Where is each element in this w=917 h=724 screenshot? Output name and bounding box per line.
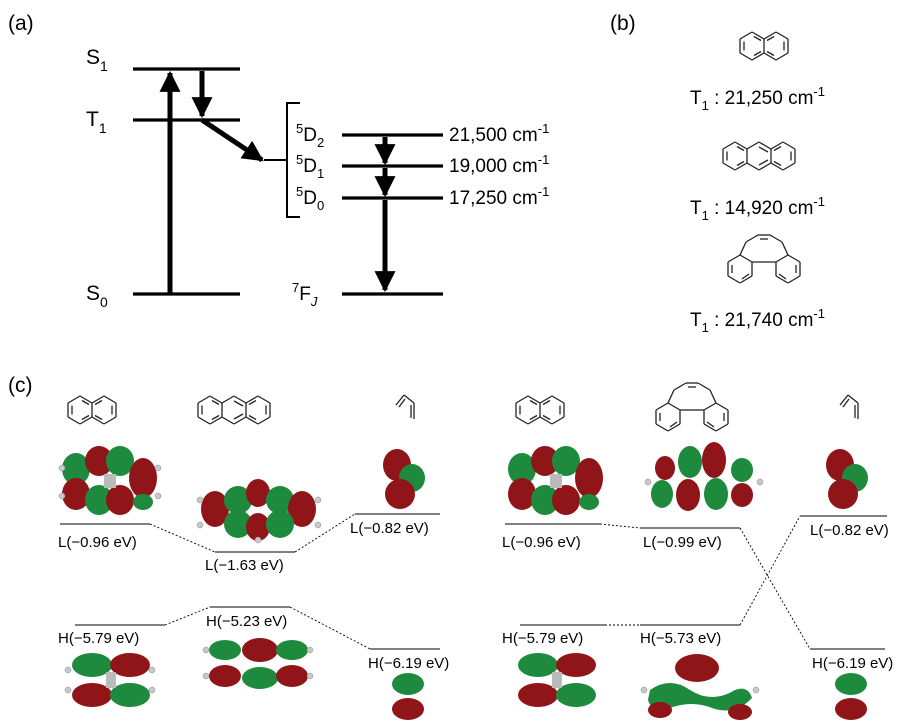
naphthalene-icon (515, 395, 565, 425)
orbital-homo-phenanthrene (640, 654, 760, 720)
d2-label: 5D2 (296, 121, 324, 150)
lumo-label-butadiene: L(−0.82 eV) (350, 520, 429, 537)
orbital-homo-anthracene (202, 638, 314, 689)
d0-energy: 17,250 cm-1 (449, 184, 549, 209)
lumo-label-anthracene: L(−1.63 eV) (205, 557, 284, 574)
anthracene-icon (197, 395, 271, 425)
orbital-lumo-naphthalene (508, 446, 603, 515)
naphthalene-icon (67, 395, 117, 425)
orbital-lumo-butadiene (383, 449, 425, 509)
orbital-homo-naphthalene (518, 653, 596, 707)
orbital-lumo-butadiene (826, 449, 868, 509)
orbital-lumo-naphthalene (58, 446, 162, 515)
d1-energy: 19,000 cm-1 (449, 152, 549, 177)
orbital-lumo-phenanthrene (644, 442, 764, 511)
t1-naphthalene: T1 : 21,250 cm-1 (690, 84, 825, 113)
naphthalene-icon (739, 31, 789, 61)
7fj-label: 7FJ (292, 280, 318, 309)
anthracene-icon (722, 141, 796, 171)
orbital-diagram-left: L(−0.96 eV) L(−1.63 eV) L(−0.82 eV) H(−5… (58, 446, 449, 720)
orbital-homo-butadiene (835, 673, 867, 720)
lumo-label-butadiene: L(−0.82 eV) (810, 522, 889, 539)
d0-label: 5D0 (296, 184, 324, 213)
panel-c-label: (c) (8, 374, 33, 397)
phenanthrene-icon (727, 234, 801, 284)
energy-level-diagram: S1 T1 S0 5D2 5D1 5D0 7FJ 21,500 cm-1 19,… (86, 46, 549, 310)
d1-label: 5D1 (296, 152, 324, 181)
orbital-diagram-right: L(−0.96 eV) L(−0.99 eV) L(−0.82 eV) H(−5… (502, 442, 893, 720)
butadiene-icon (839, 394, 859, 420)
t1-label: T1 (86, 108, 107, 136)
s1-label: S1 (86, 46, 108, 74)
orbital-homo-butadiene (392, 673, 424, 720)
orbital-homo-naphthalene (64, 653, 156, 707)
homo-label-naphthalene: H(−5.79 eV) (58, 630, 139, 647)
lumo-label-naphthalene: L(−0.96 eV) (502, 534, 581, 551)
t1-phenanthrene: T1 : 21,740 cm-1 (690, 306, 825, 335)
phenanthrene-icon (655, 382, 729, 432)
homo-label-butadiene: H(−6.19 eV) (812, 655, 893, 672)
triplet-energies: T1 : 21,250 cm-1 T1 : 14,920 cm-1 T1 : 2… (690, 31, 825, 335)
t1-anthracene: T1 : 14,920 cm-1 (690, 194, 825, 223)
panel-b-label: (b) (610, 12, 636, 35)
homo-label-butadiene: H(−6.19 eV) (368, 655, 449, 672)
lumo-label-naphthalene: L(−0.96 eV) (58, 534, 137, 551)
panel-a-label: (a) (8, 12, 34, 35)
homo-label-naphthalene: H(−5.79 eV) (502, 630, 583, 647)
homo-label-phenanthrene: H(−5.73 eV) (640, 630, 721, 647)
butadiene-icon (395, 394, 415, 420)
lumo-label-phenanthrene: L(−0.99 eV) (643, 534, 722, 551)
orbital-lumo-anthracene (196, 479, 322, 544)
homo-label-anthracene: H(−5.23 eV) (206, 613, 287, 630)
energy-transfer-arrow (200, 117, 264, 163)
d2-energy: 21,500 cm-1 (449, 121, 549, 146)
s0-label: S0 (86, 282, 108, 310)
